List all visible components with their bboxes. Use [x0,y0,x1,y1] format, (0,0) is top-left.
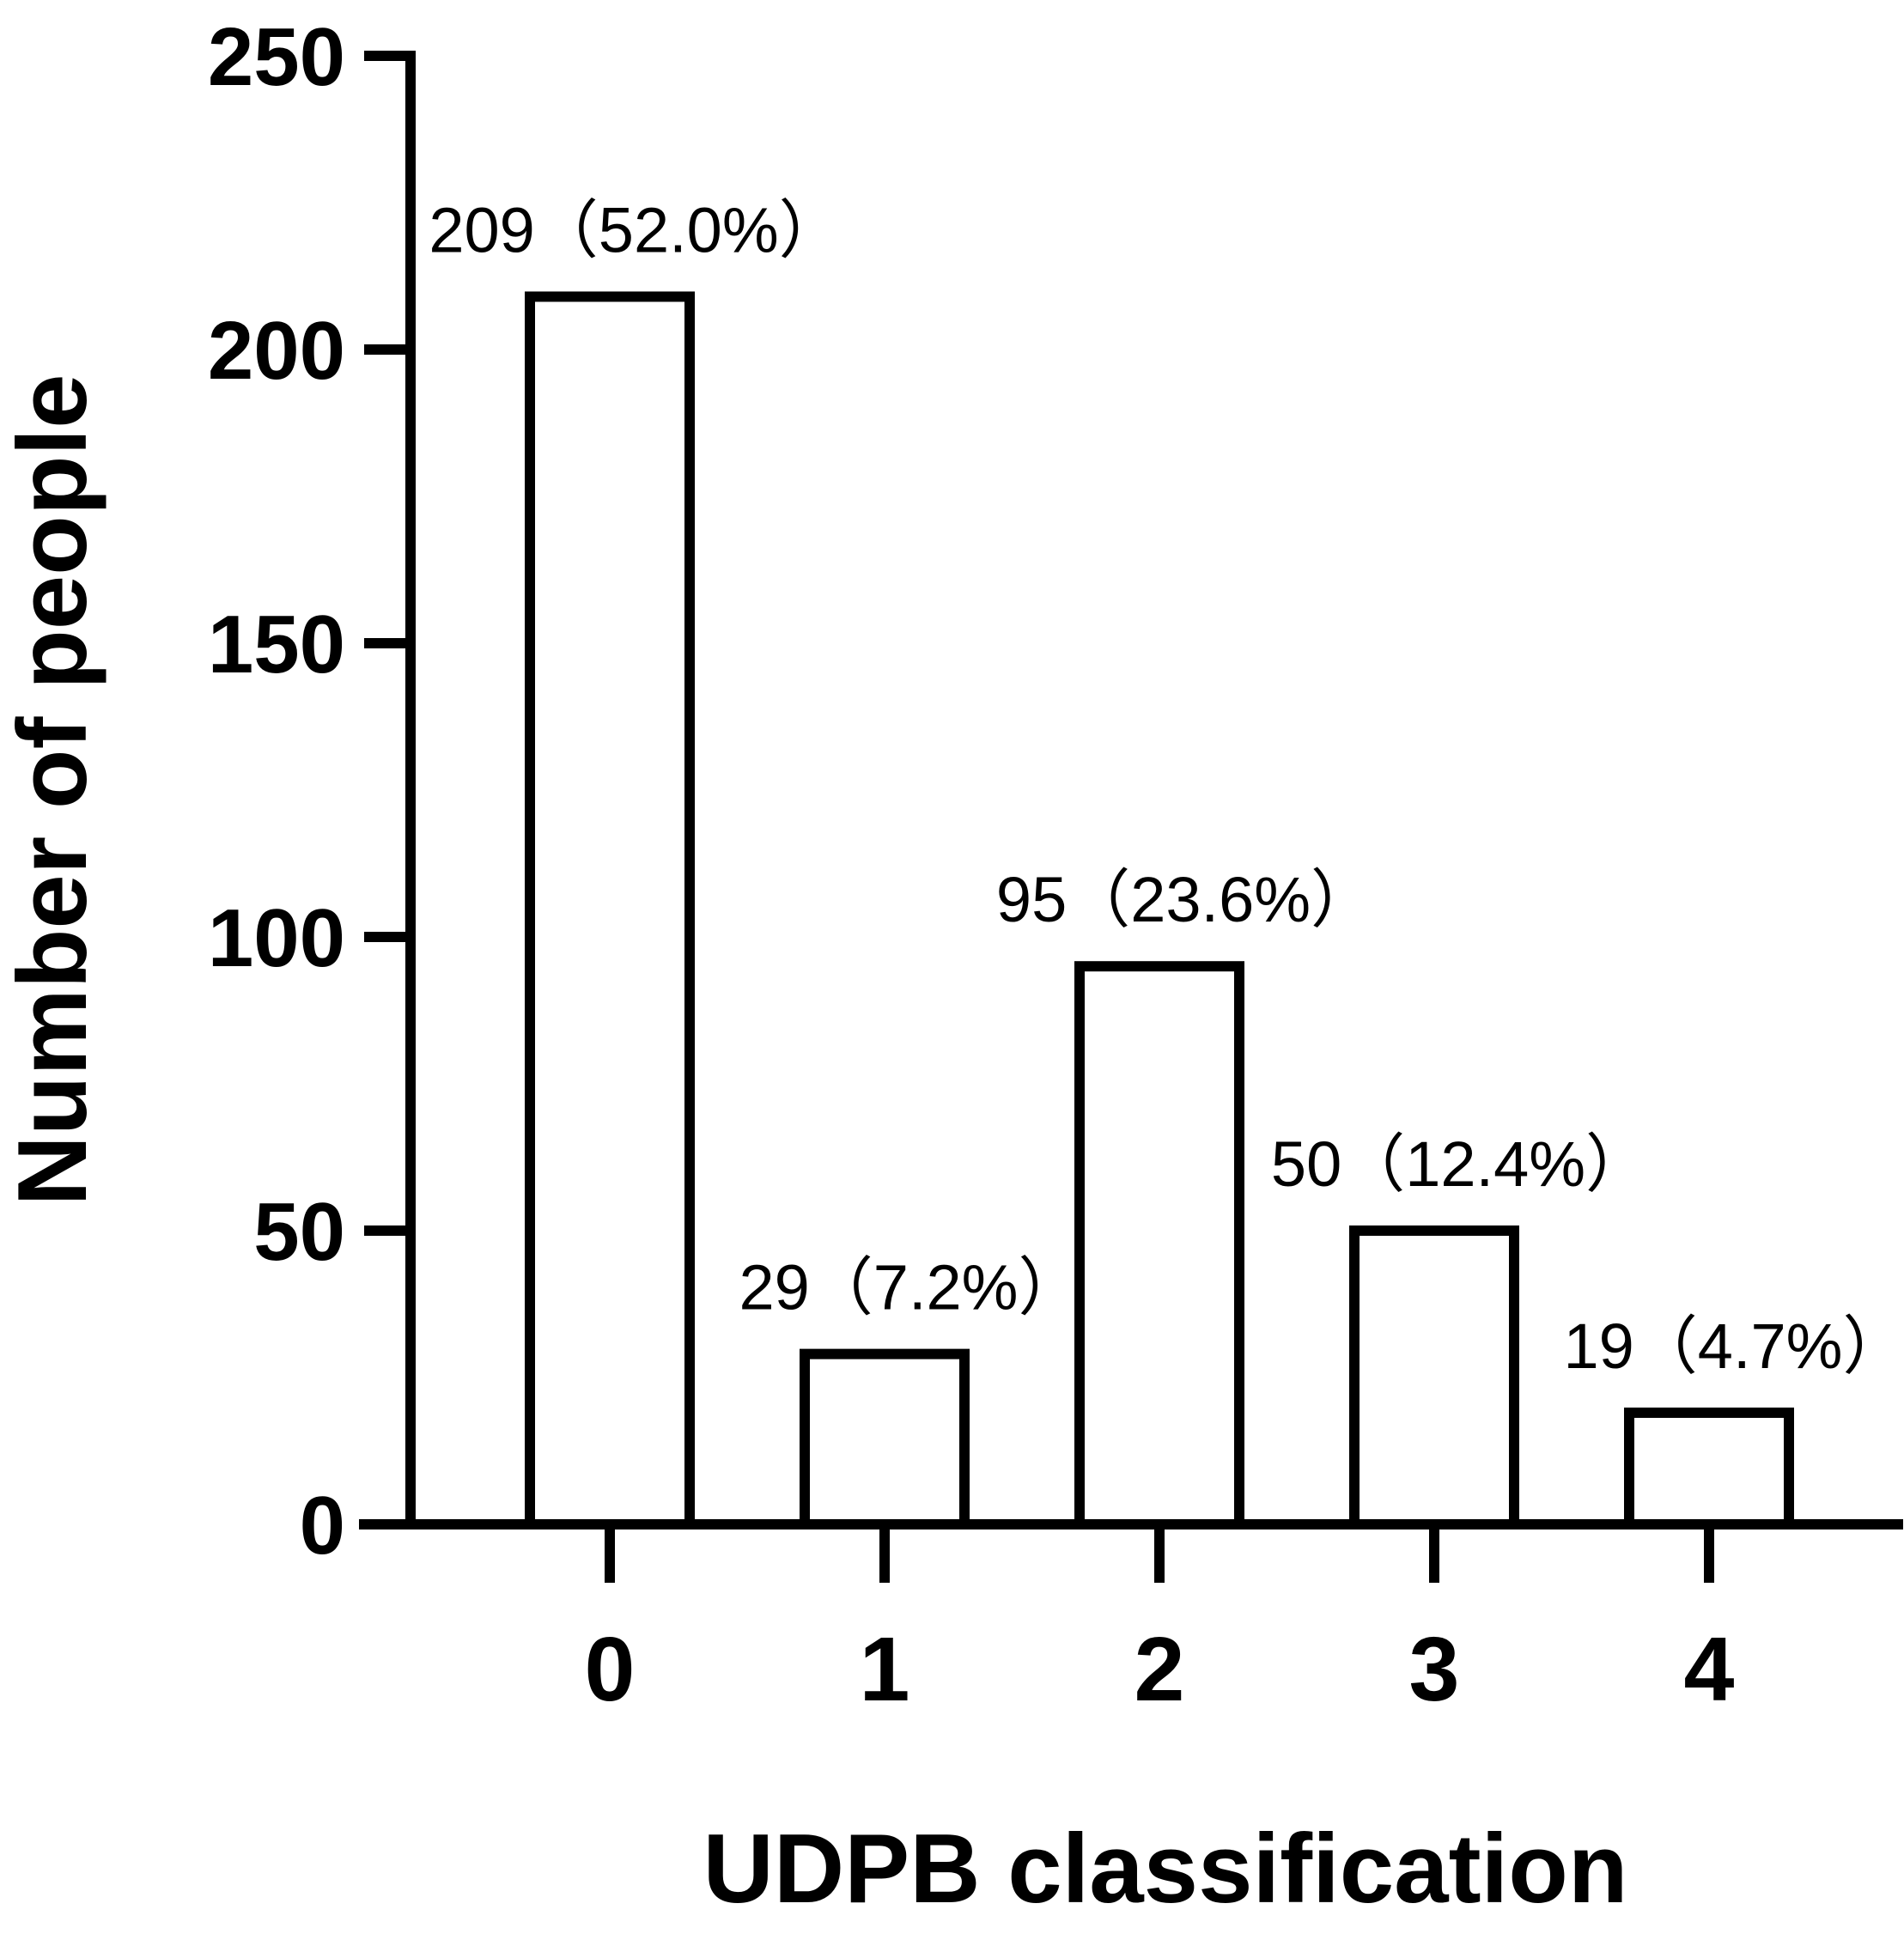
bar-2 [1074,961,1244,1529]
x-axis-ticks: 0 1 2 3 4 [585,1524,1735,1720]
y-axis-title: Number of people [0,374,107,1206]
data-label-3: 50（12.4%） [1271,1128,1649,1200]
bar-0 [525,291,695,1530]
bar-3 [1349,1225,1519,1529]
x-tick-label: 3 [1409,1619,1460,1720]
y-tick-label: 100 [208,892,345,984]
y-tick-label: 250 [208,11,345,103]
x-tick-label: 4 [1684,1619,1735,1720]
data-labels-layer: 209（52.0%） 29（7.2%） 95（23.6%） 50（12.4%） 19（4… [429,194,1904,1382]
bars-layer [525,291,1794,1530]
y-tick-label: 200 [208,305,345,397]
data-label-2: 95（23.6%） [996,864,1374,935]
x-tick-label: 0 [585,1619,636,1720]
y-axis-ticks: 0 50 100 150 200 250 [208,11,411,1572]
x-tick-label: 1 [860,1619,910,1720]
y-tick-label: 150 [208,599,345,690]
x-tick-label: 2 [1134,1619,1185,1720]
y-tick-label: 50 [253,1186,345,1278]
data-label-4: 19（4.7%） [1564,1311,1904,1382]
data-label-1: 29（7.2%） [739,1252,1082,1323]
data-label-0: 209（52.0%） [429,194,842,265]
bar-4 [1624,1408,1794,1530]
bar-1 [800,1348,970,1530]
x-axis-title: UDPB classification [703,1815,1628,1924]
y-tick-label: 0 [300,1480,345,1572]
